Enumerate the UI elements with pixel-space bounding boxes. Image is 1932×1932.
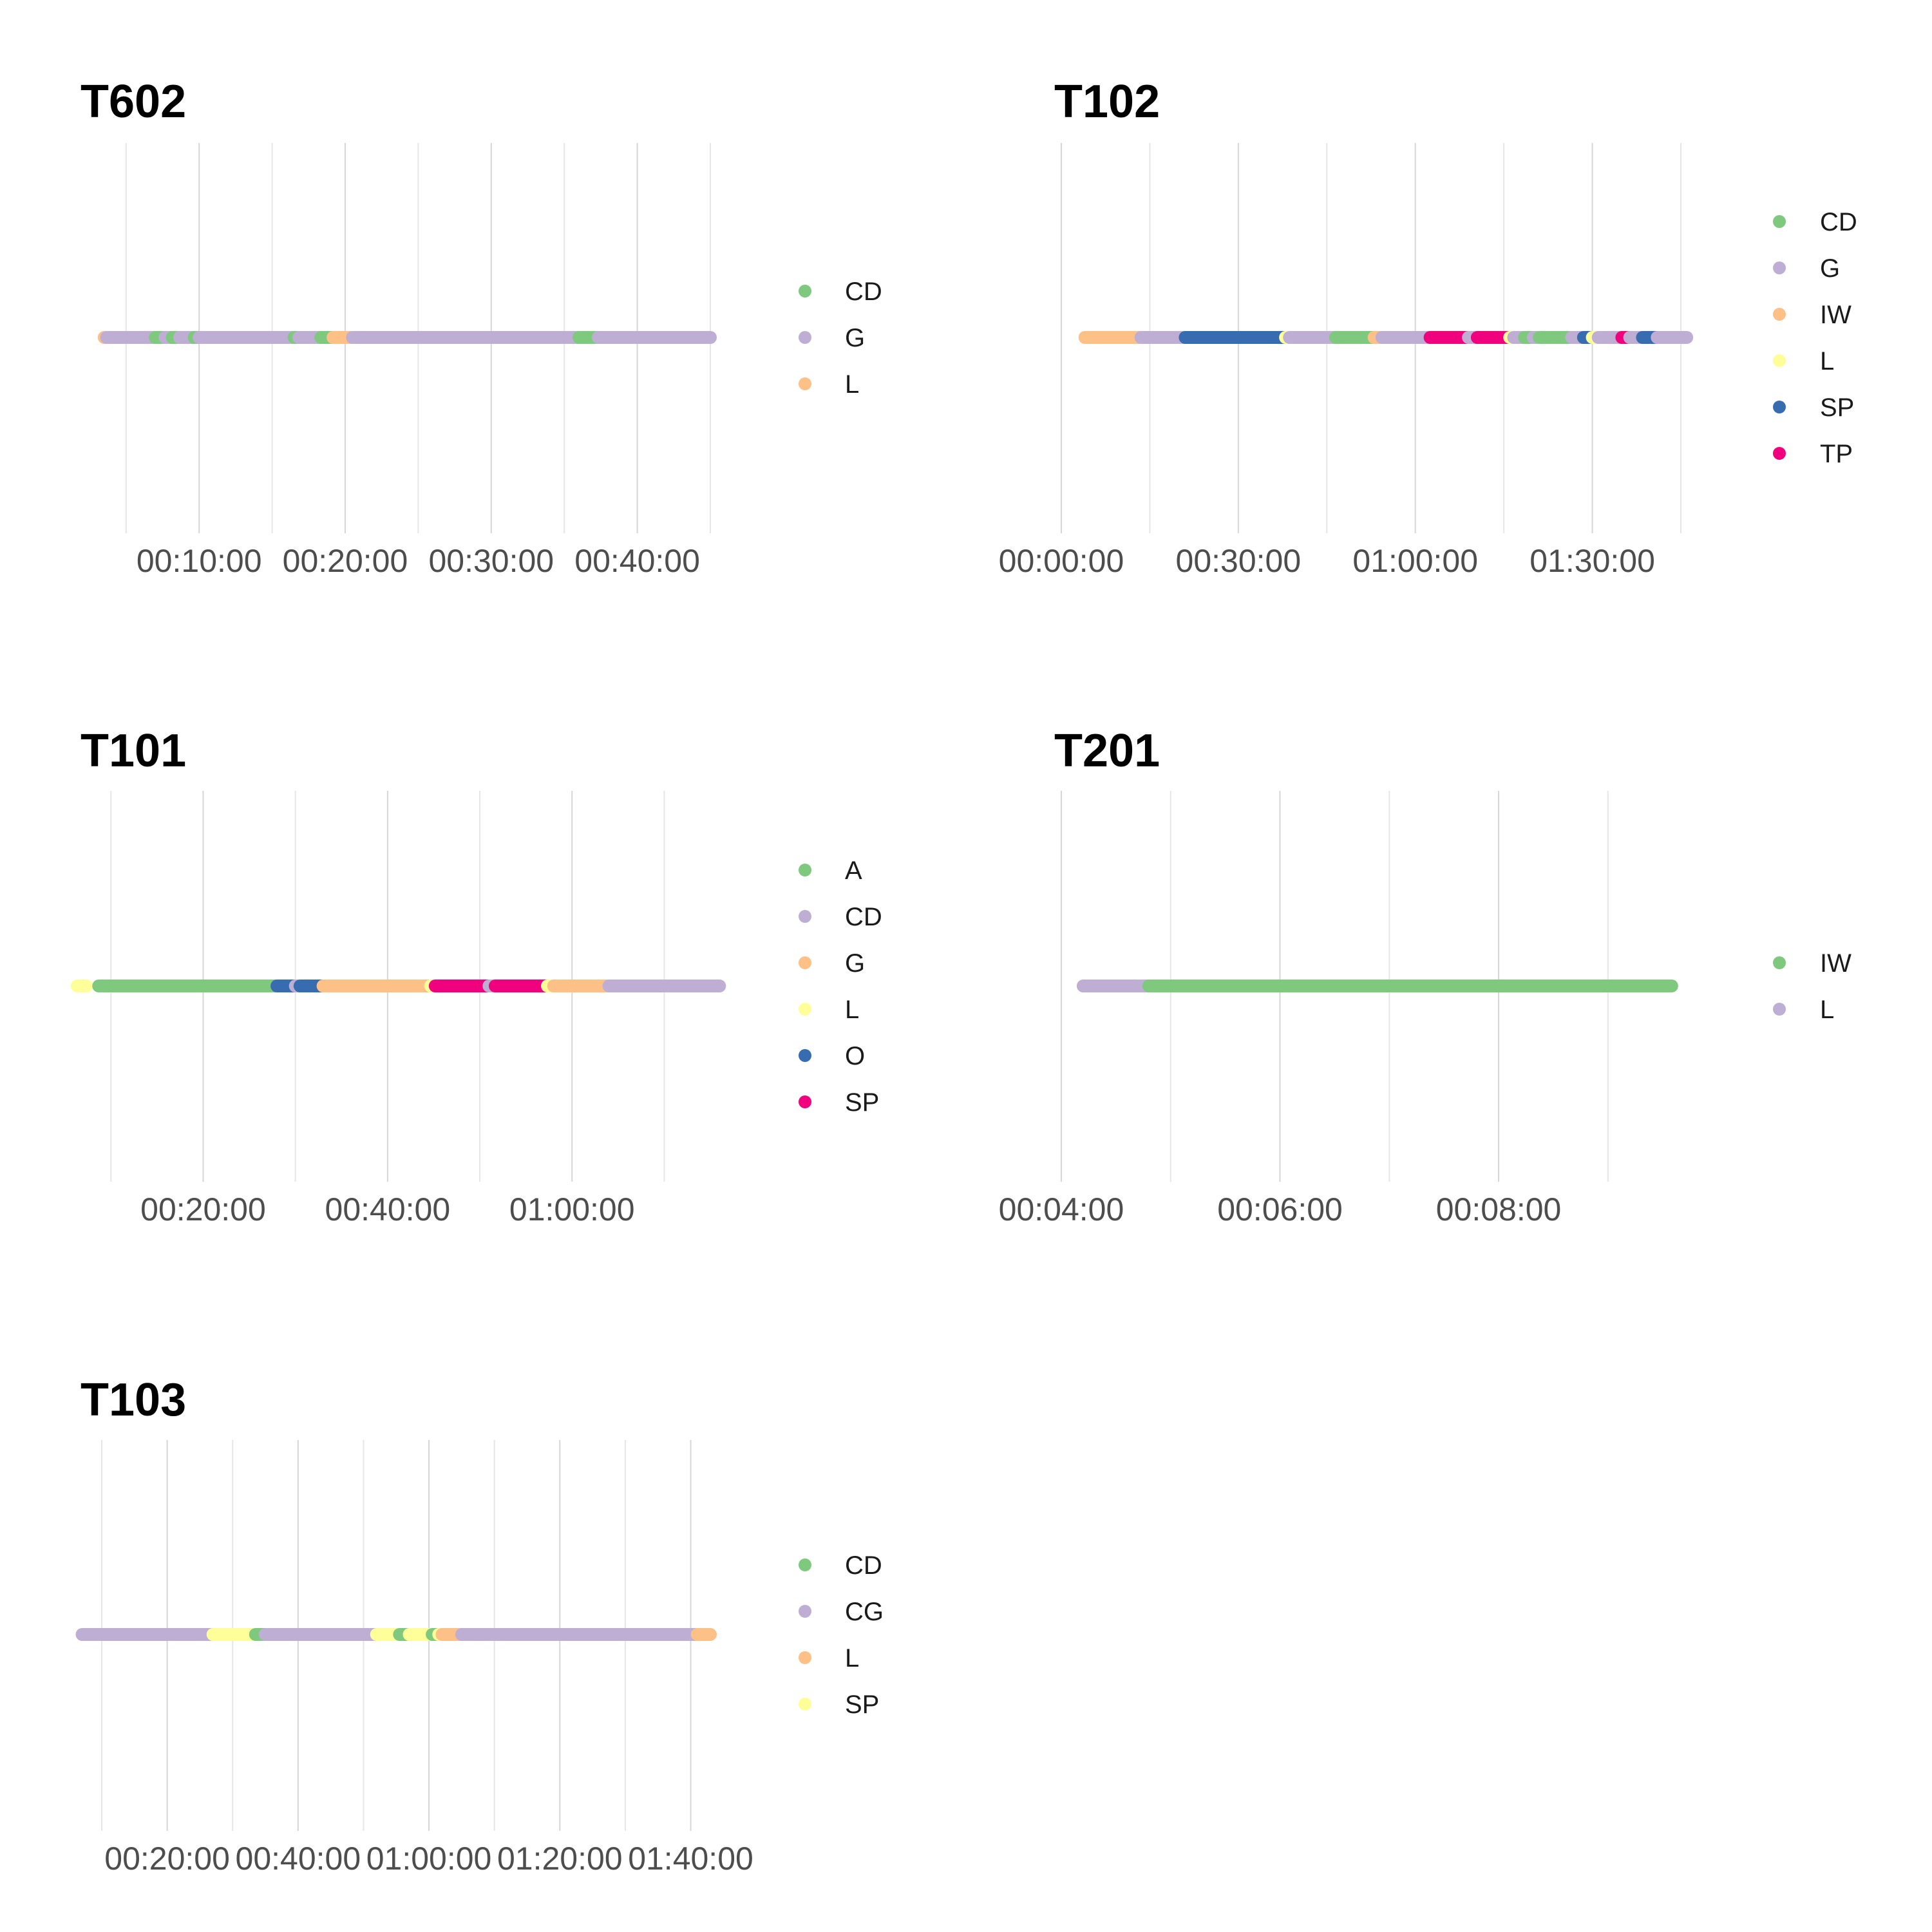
x-tick-label: 00:20:00	[104, 1841, 230, 1877]
x-tick-label: 00:08:00	[1436, 1191, 1562, 1227]
panel-title: T102	[1054, 76, 1160, 128]
x-tick-label: 00:30:00	[428, 543, 554, 579]
legend-key-tp	[1773, 447, 1786, 460]
legend-label: A	[845, 857, 862, 885]
legend-key-l	[799, 1651, 811, 1664]
legend-label: L	[1820, 347, 1834, 375]
legend-label: G	[845, 949, 865, 978]
legend-label: SP	[845, 1690, 879, 1719]
panel-t101: T101 00:20:00 00:40:00 01:00:00 A CD GLO SP	[70, 725, 882, 1227]
legend-key-l	[1773, 354, 1786, 367]
x-tick-label: 00:30:00	[1176, 543, 1302, 579]
legend-key-o	[799, 1049, 811, 1062]
legend-key-g	[1773, 261, 1786, 274]
x-tick-label: 00:20:00	[283, 543, 408, 579]
legend-key-cg	[799, 1605, 811, 1618]
legend-label: G	[1820, 254, 1840, 283]
x-tick-label: 00:40:00	[236, 1841, 361, 1877]
x-tick-label: 01:40:00	[628, 1841, 753, 1877]
legend-key-iw	[1773, 956, 1786, 969]
panel-t602: T602 00:10:00 00:20:00 00:30:00 00:40:00 CD GL	[80, 76, 882, 579]
x-tick-label: 01:00:00	[1352, 543, 1478, 579]
x-tick-label: 00:20:00	[140, 1191, 266, 1227]
legend-label: L	[1820, 996, 1834, 1024]
legend-key-iw	[1773, 308, 1786, 321]
panel-t103: T103 00:20:00 00:40:00 01:00:00 01:20:00 01:4…	[75, 1374, 884, 1877]
x-tick-label: 01:30:00	[1530, 543, 1655, 579]
legend-label: IW	[1820, 301, 1852, 329]
legend-key-g	[799, 331, 811, 344]
panel-title: T101	[80, 725, 186, 777]
legend-key-sp	[1773, 401, 1786, 413]
legend-key-cd	[799, 285, 811, 298]
legend-label: IW	[1820, 949, 1852, 978]
panel-t201: T201 00:04:00 00:06:00 00:08:00 IW L	[999, 725, 1852, 1227]
legend-label: CG	[845, 1598, 884, 1626]
legend-label: CD	[845, 1551, 882, 1580]
panel-title: T602	[80, 76, 186, 128]
legend-label: L	[845, 996, 859, 1024]
legend-key-l	[799, 1003, 811, 1016]
x-tick-label: 01:00:00	[509, 1191, 635, 1227]
legend-label: G	[845, 324, 865, 352]
legend-label: L	[845, 1644, 859, 1672]
legend-label: CD	[845, 278, 882, 306]
panel-title: T201	[1054, 725, 1160, 777]
x-tick-label: 00:40:00	[574, 543, 700, 579]
legend-key-l	[799, 377, 811, 390]
legend-label: SP	[845, 1088, 879, 1117]
x-tick-label: 00:06:00	[1217, 1191, 1343, 1227]
legend-label: CD	[845, 903, 882, 931]
x-tick-label: 00:40:00	[325, 1191, 451, 1227]
x-tick-label: 00:10:00	[137, 543, 262, 579]
legend-key-sp	[799, 1095, 811, 1108]
panel-t102: T102 00:00:00 00:30:00 01:00:00 01:30:00 CD GI…	[999, 76, 1857, 579]
legend-key-cd	[1773, 215, 1786, 228]
legend-key-cd	[799, 910, 811, 923]
x-tick-label: 01:00:00	[366, 1841, 492, 1877]
legend-key-a	[799, 864, 811, 876]
legend-key-sp	[799, 1698, 811, 1710]
panel-title: T103	[80, 1374, 186, 1426]
legend-key-l	[1773, 1003, 1786, 1016]
legend-label: CD	[1820, 208, 1857, 236]
legend-label: O	[845, 1042, 865, 1070]
x-tick-label: 00:00:00	[999, 543, 1124, 579]
legend-key-g	[799, 956, 811, 969]
legend-label: SP	[1820, 393, 1854, 422]
legend-label: TP	[1820, 440, 1853, 468]
legend-label: L	[845, 370, 859, 399]
legend-key-cd	[799, 1558, 811, 1571]
x-tick-label: 01:20:00	[497, 1841, 623, 1877]
x-tick-label: 00:04:00	[999, 1191, 1124, 1227]
